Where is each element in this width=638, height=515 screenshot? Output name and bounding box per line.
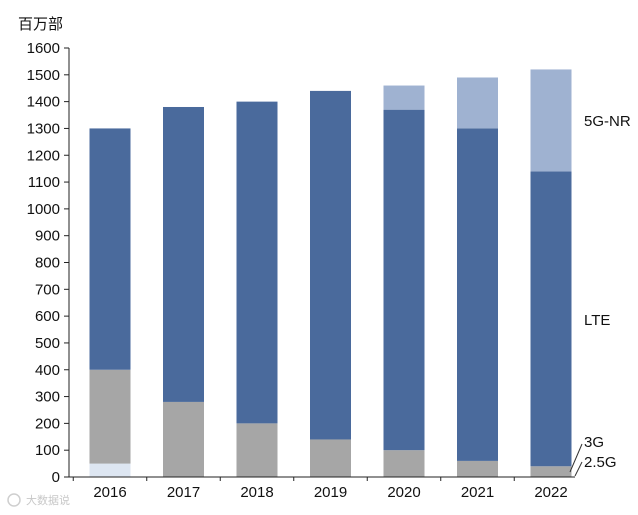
y-tick-label: 900 [35,228,60,245]
bar-segment-3g-2021 [457,460,498,477]
y-tick-label: 400 [35,362,60,379]
bar-stacks [89,69,572,477]
legend-label-5g-nr: 5G-NR [584,113,631,130]
y-tick-label: 1100 [28,174,60,191]
y-tick-label: 700 [35,281,60,298]
y-tick-label: 600 [35,308,60,325]
x-tick-label: 2022 [534,484,567,501]
legend-leader-line-3g [569,443,583,473]
y-tick-label: 1600 [27,40,60,57]
y-tick-label: 300 [35,389,60,406]
bar-segment-lte-2016 [89,128,131,370]
bar-segment-3g-2020 [383,450,425,477]
y-tick-label: 1200 [27,147,60,164]
legend-leader-line-2.5g [574,461,583,477]
bar-segment-lte-2019 [310,90,351,440]
bar-segment-lte-2018 [236,101,278,424]
y-tick-label: 1300 [27,120,60,137]
legend-label-2.5g: 2.5G [584,454,617,471]
bar-segment-lte-2020 [383,109,425,451]
x-tick-label: 2016 [93,484,126,501]
y-axis-unit-label: 百万部 [18,15,63,33]
x-tick-label: 2020 [387,484,420,501]
watermark: 大数据说 [7,493,70,507]
x-tick-label: 2021 [461,484,494,501]
bar-segment-5g-nr-2021 [457,77,498,129]
y-tick-label: 0 [52,469,60,486]
bar-segment-lte-2022 [530,171,572,467]
x-tick-label: 2017 [167,484,200,501]
watermark-text: 大数据说 [26,493,70,507]
y-tick-label: 1000 [27,201,60,218]
bar-segment-3g-2022 [530,466,572,477]
y-tick-label: 1500 [27,67,60,84]
bar-segment-2.5g-2016 [89,463,131,477]
x-axis: 2016 2017 2018 2019 2020 2021 2022 [69,476,575,501]
y-tick-label: 1400 [27,94,60,111]
bar-segment-3g-2019 [310,439,351,477]
legend-label-lte: LTE [584,312,610,329]
watermark-logo-icon [7,493,21,507]
bar-segment-lte-2017 [163,106,204,402]
x-tick-label: 2018 [240,484,273,501]
bar-segment-lte-2021 [457,128,498,461]
y-tick-label: 200 [35,415,60,432]
legend-label-3g: 3G [584,434,604,451]
bar-segment-5g-nr-2022 [530,69,572,172]
y-tick-label: 100 [35,442,60,459]
bar-segment-3g-2016 [89,369,131,464]
y-tick-label: 500 [35,335,60,352]
bar-segment-3g-2017 [163,401,204,477]
bar-segment-3g-2018 [236,423,278,477]
y-tick-label: 800 [35,255,60,272]
bar-segment-5g-nr-2020 [383,85,425,110]
x-tick-label: 2019 [314,484,347,501]
y-axis: 0 100 200 300 400 500 600 700 800 900 1000 1100 1200… [27,40,70,486]
series-labels: 5G-NR LTE 3G 2.5G [569,113,631,477]
